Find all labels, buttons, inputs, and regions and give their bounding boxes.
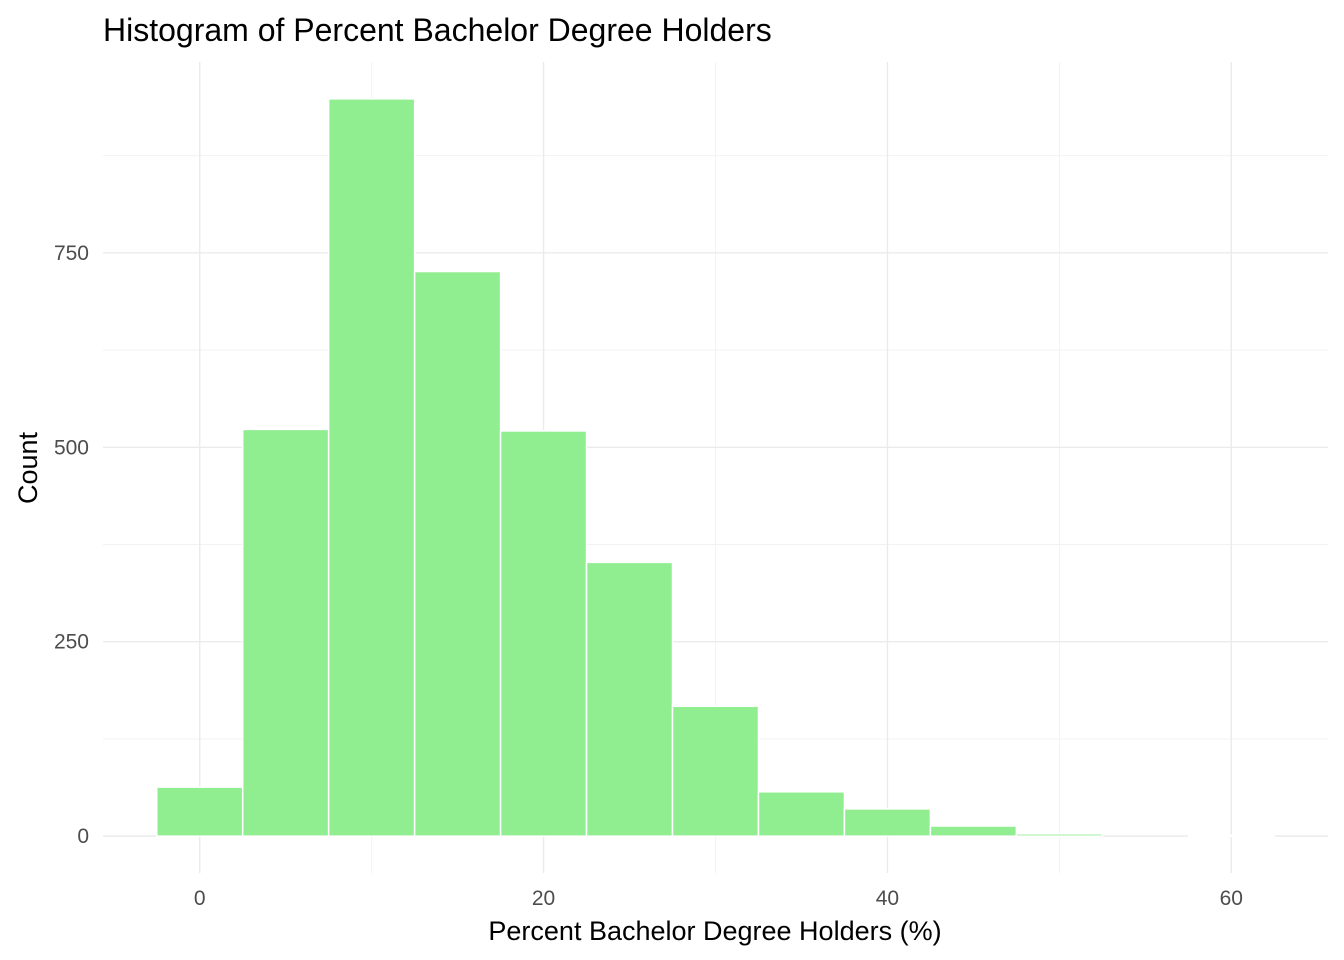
y-tick-label: 500 — [54, 436, 89, 459]
x-axis-ticks: 0 20 40 60 — [194, 887, 1243, 910]
y-tick-label: 0 — [77, 825, 89, 848]
histogram-bar — [155, 786, 244, 837]
histogram-bar — [929, 825, 1018, 837]
x-tick-label: 0 — [194, 887, 206, 910]
histogram-bar — [499, 430, 588, 837]
y-axis-ticks: 0 250 500 750 — [54, 242, 89, 848]
histogram-bar — [757, 791, 846, 837]
x-axis-title: Percent Bachelor Degree Holders (%) — [488, 916, 941, 946]
histogram-bar — [1015, 833, 1104, 837]
chart-title: Histogram of Percent Bachelor Degree Hol… — [103, 12, 772, 48]
bars — [155, 98, 1276, 837]
x-tick-label: 60 — [1220, 887, 1243, 910]
x-tick-label: 20 — [532, 887, 555, 910]
histogram-bar — [1187, 834, 1276, 837]
y-tick-label: 750 — [54, 242, 89, 265]
histogram-bar — [413, 270, 502, 837]
histogram-bar — [327, 98, 416, 837]
y-axis-title: Count — [13, 431, 43, 504]
histogram-bar — [843, 808, 932, 837]
histogram-bar — [585, 561, 674, 837]
y-tick-label: 250 — [54, 631, 89, 654]
histogram-bar — [241, 428, 330, 837]
histogram-bar — [671, 705, 760, 837]
x-tick-label: 40 — [876, 887, 899, 910]
